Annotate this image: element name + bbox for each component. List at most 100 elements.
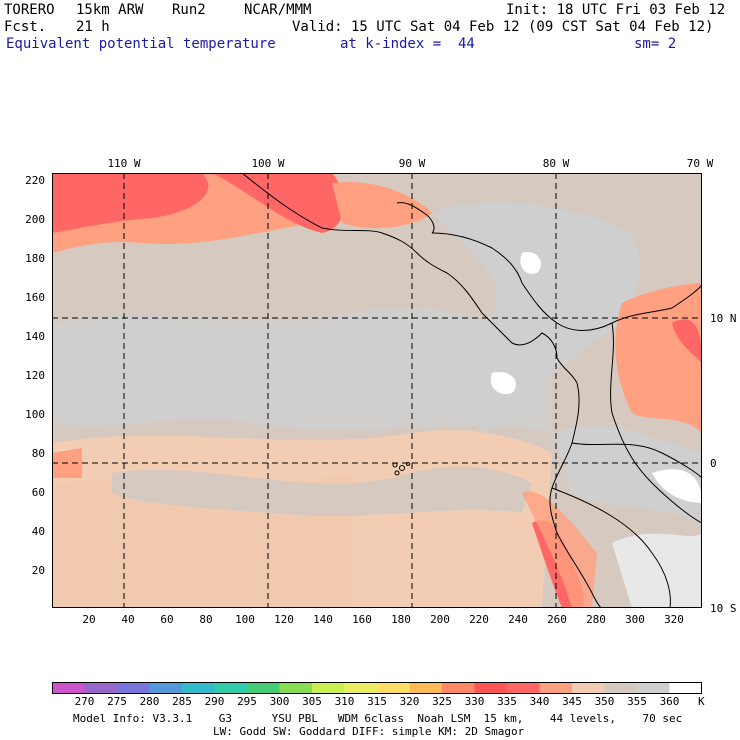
colorbar-label: 295 (237, 695, 257, 708)
colorbar-swatch (474, 682, 508, 694)
x-tick-label: 40 (121, 613, 135, 626)
colorbar-swatch (214, 682, 248, 694)
colorbar-label: 305 (302, 695, 322, 708)
field-red-region (672, 319, 702, 363)
colorbar-label: 330 (464, 695, 485, 708)
y-tick-label: 20 (31, 564, 45, 577)
colorbar-swatch (507, 682, 540, 694)
valid-time: Valid: 15 UTC Sat 04 Feb 12 (09 CST Sat … (292, 19, 714, 35)
field-gray-region (552, 426, 702, 523)
colorbar-label: 285 (172, 695, 192, 708)
x-tick-label: 220 (469, 613, 489, 626)
org-label: NCAR/MMM (244, 2, 312, 18)
lon-label: 70 W (686, 157, 714, 170)
x-tick-label: 20 (82, 613, 96, 626)
colorbar-swatch (52, 682, 85, 694)
colorbar-label: 280 (139, 695, 160, 708)
colorbar-swatch (149, 682, 183, 694)
x-tick-label: 140 (313, 613, 333, 626)
colorbar-swatch (604, 682, 638, 694)
y-tick-label: 180 (25, 252, 45, 265)
colorbar-label: 310 (334, 695, 355, 708)
lon-label: 80 W (542, 157, 570, 170)
y-tick-label: 100 (25, 408, 45, 421)
lon-label: 90 W (398, 157, 426, 170)
x-tick-label: 300 (625, 613, 645, 626)
latlon-grid (52, 173, 702, 608)
x-tick-label: 320 (664, 613, 684, 626)
colorbar-swatch (572, 682, 605, 694)
south-america-coastline (549, 382, 603, 608)
galapagos-island (399, 465, 405, 471)
colorbar-swatch (182, 682, 215, 694)
pacific-coastline (241, 173, 578, 384)
field-white-patch (490, 372, 516, 395)
colorbar-frame (52, 682, 702, 694)
colorbar-swatch (442, 682, 475, 694)
lat-label: 10 S (710, 602, 737, 615)
field-white-patch (520, 252, 542, 274)
map-frame (52, 173, 702, 608)
field-salmon-region (522, 491, 597, 608)
forecast-label: Fcst. (4, 19, 47, 35)
colorbar-swatch (669, 682, 702, 694)
colorbar-swatch (117, 682, 150, 694)
model-name: TORERO (4, 2, 55, 18)
colorbar-label: 350 (594, 695, 615, 708)
colorbar-label: 270 (74, 695, 95, 708)
colorbar-swatch (312, 682, 345, 694)
field-gray-band (52, 307, 552, 433)
run-label: Run2 (172, 2, 206, 18)
forecast-hour: 21 h (76, 19, 110, 35)
smoothing-label: sm= 2 (634, 36, 677, 52)
y-tick-label: 200 (25, 213, 45, 226)
country-border (610, 322, 702, 524)
theta-e-map (52, 173, 702, 608)
lon-label: 100 W (251, 157, 285, 170)
colorbar (52, 682, 702, 694)
model-resolution: 15km ARW (76, 2, 144, 18)
colorbar-label: 345 (562, 695, 582, 708)
field-gray-band (112, 466, 532, 516)
colorbar-label: 300 (269, 695, 290, 708)
colorbar-label: 335 (497, 695, 517, 708)
x-tick-label: 80 (199, 613, 213, 626)
y-tick-label: 140 (25, 330, 45, 343)
colorbar-swatch (539, 682, 573, 694)
colorbar-swatch (637, 682, 670, 694)
colorbar-label: 360 (659, 695, 680, 708)
field-light-region (612, 533, 702, 608)
lat-label: 10 N (710, 312, 737, 325)
colorbar-label: 290 (204, 695, 225, 708)
physics-info: LW: Godd SW: Goddard DIFF: simple KM: 2D… (213, 725, 525, 738)
y-tick-label: 220 (25, 174, 45, 187)
colorbar-swatch (84, 682, 118, 694)
colorbar-label: 355 (627, 695, 647, 708)
colorbar-label: 325 (432, 695, 452, 708)
yucatan-coastline (396, 202, 435, 234)
field-white-patch (652, 469, 702, 503)
x-tick-label: 200 (430, 613, 450, 626)
x-tick-label: 260 (547, 613, 567, 626)
y-tick-label: 80 (31, 447, 45, 460)
x-tick-label: 120 (274, 613, 294, 626)
y-tick-label: 40 (31, 525, 45, 538)
model-info: Model Info: V3.3.1 G3 YSU PBL WDM 6class… (73, 712, 683, 725)
colorbar-label: 320 (399, 695, 420, 708)
x-tick-label: 100 (235, 613, 255, 626)
y-tick-label: 160 (25, 291, 45, 304)
field-red-region (212, 173, 345, 233)
x-tick-label: 240 (508, 613, 528, 626)
init-time: Init: 18 UTC Fri 03 Feb 12 (506, 2, 726, 18)
lat-label: 0 (710, 457, 717, 470)
country-border (551, 487, 671, 608)
x-tick-label: 60 (160, 613, 174, 626)
caribbean-coastline (431, 232, 702, 331)
x-tick-label: 160 (352, 613, 372, 626)
colorbar-swatch (344, 682, 378, 694)
y-tick-label: 60 (31, 486, 45, 499)
x-tick-label: 180 (391, 613, 411, 626)
x-tick-label: 280 (586, 613, 606, 626)
colorbar-swatch (377, 682, 410, 694)
field-salmon-region (332, 182, 432, 229)
